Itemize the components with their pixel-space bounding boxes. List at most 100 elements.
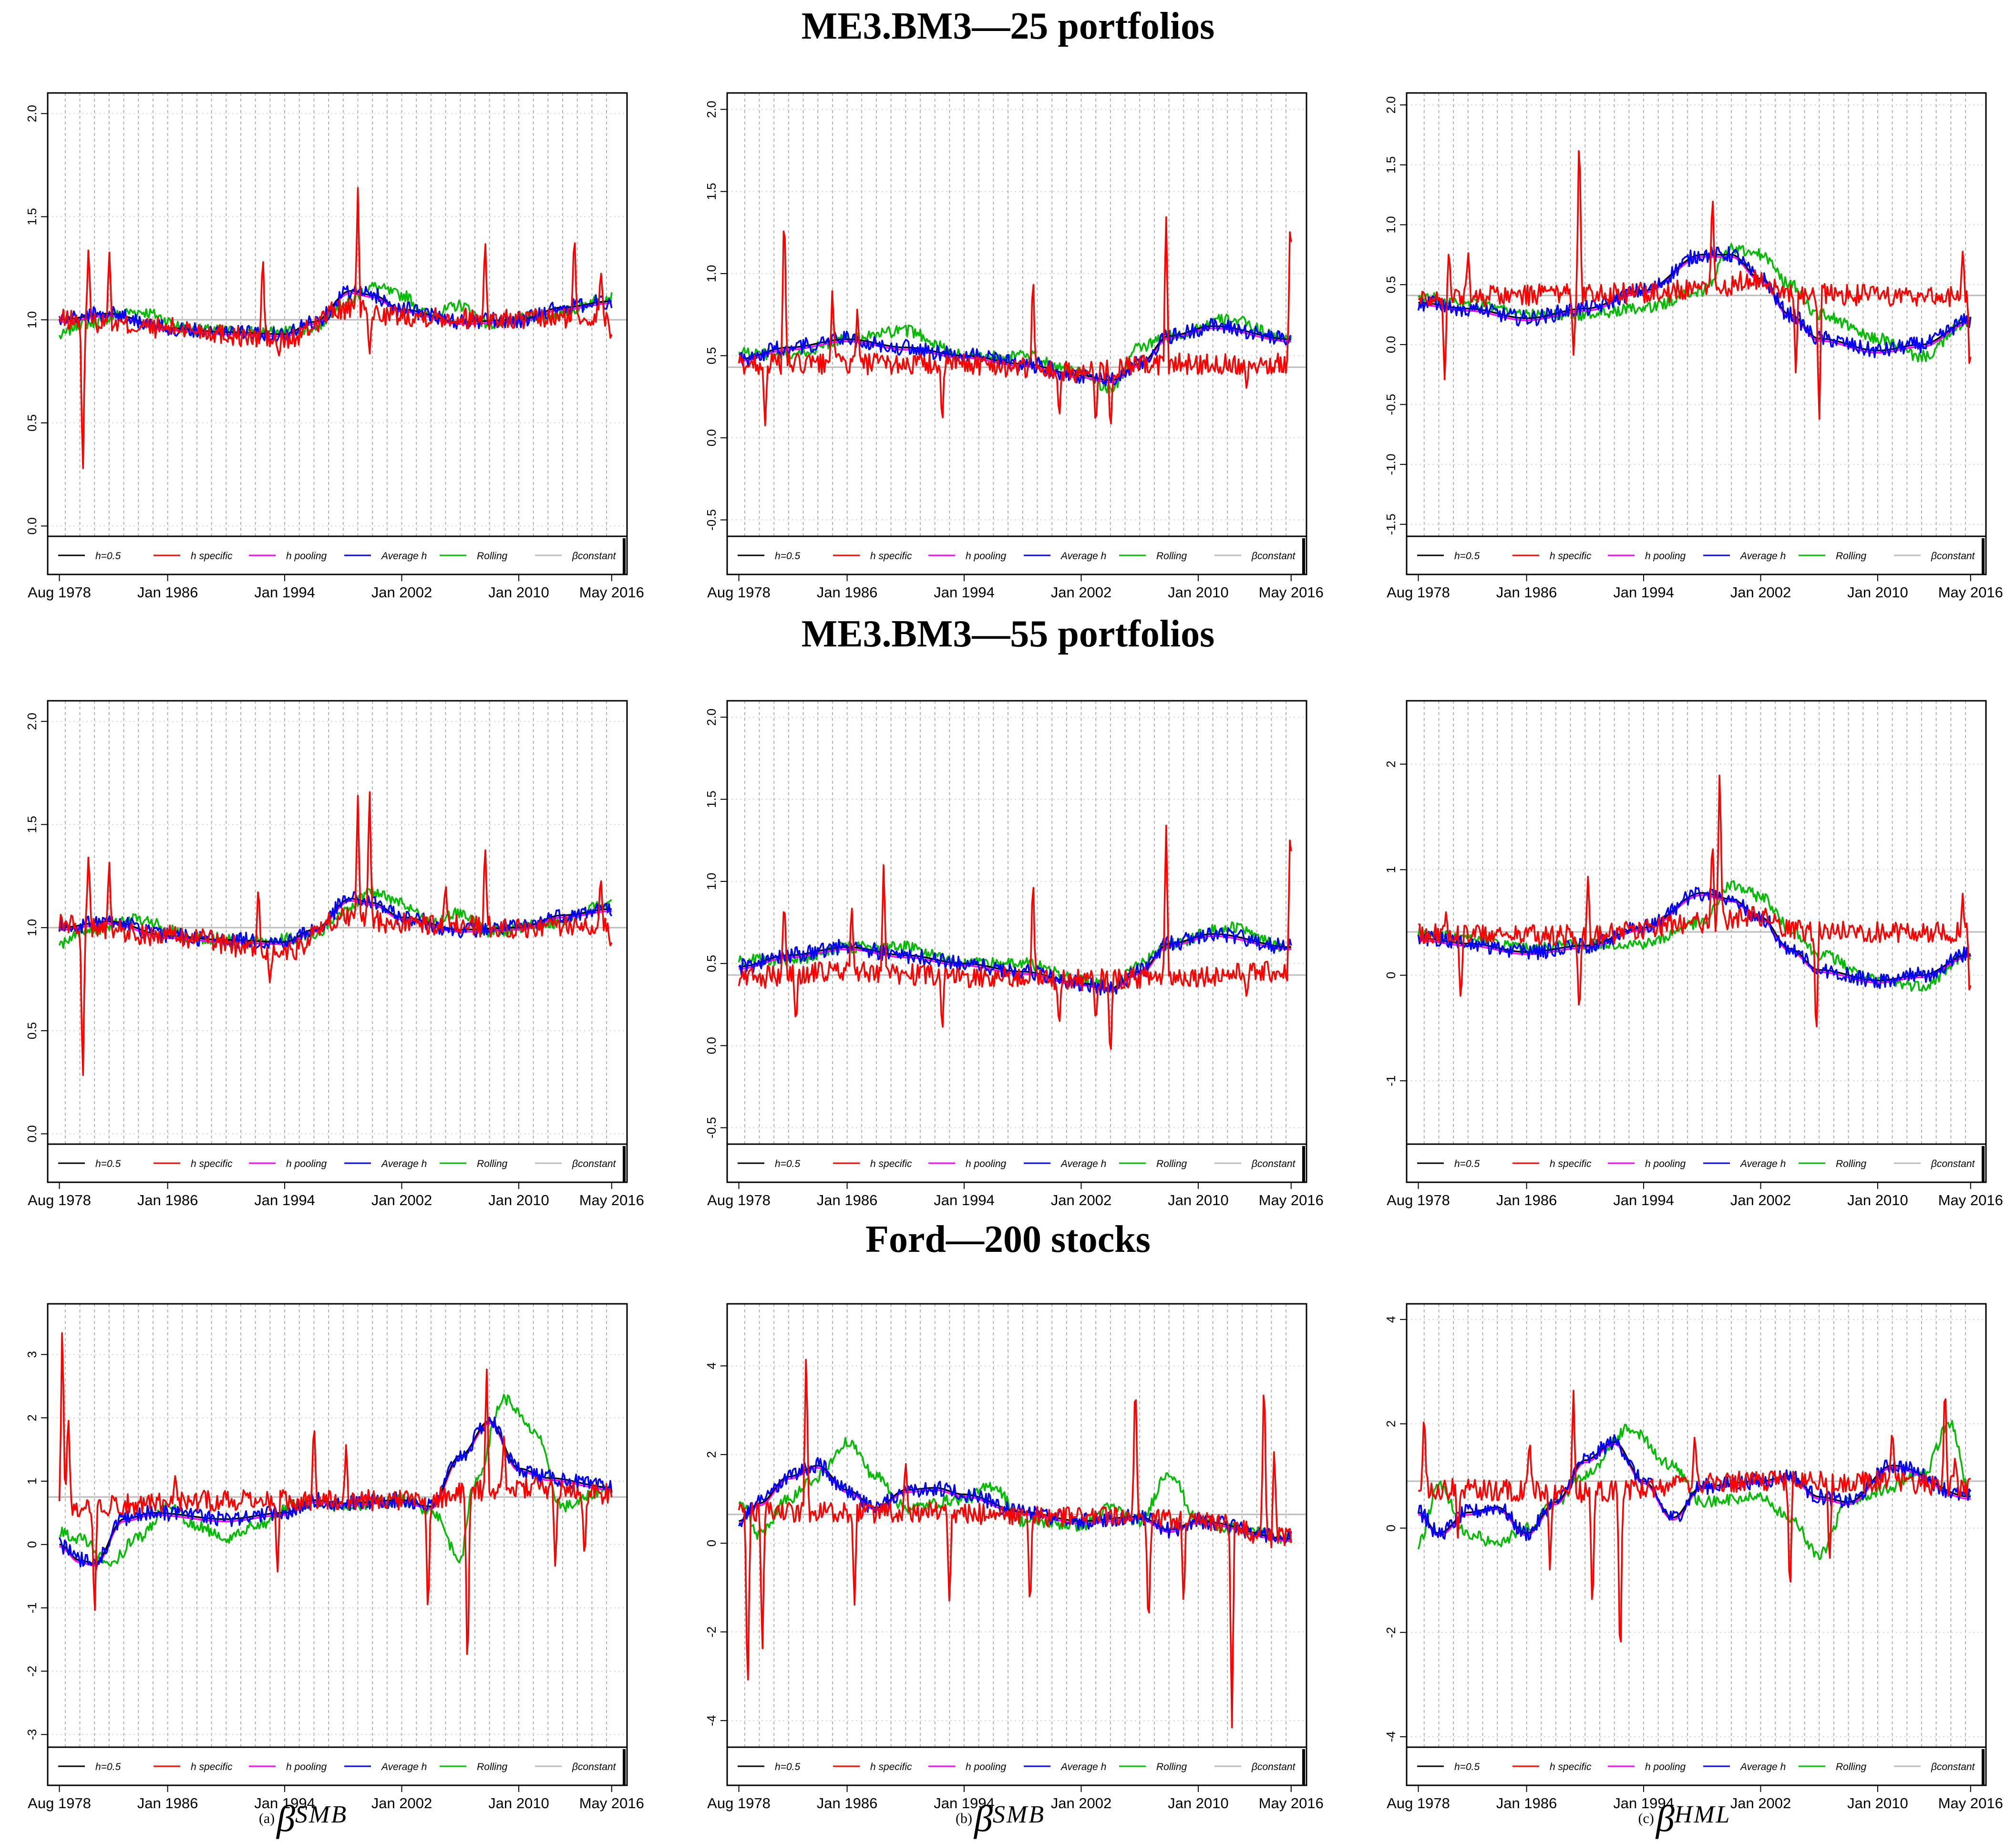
legend-label: βconstant [1931,551,1975,562]
y-tick-label: 1.5 [704,791,719,808]
y-tick-label: -1 [25,1602,39,1613]
legend-box [1406,535,1987,575]
series-h-specific [738,824,1292,1050]
legend-label: h=0.5 [775,1761,800,1772]
y-tick-label: 0.0 [1384,336,1398,353]
legend-label: βconstant [572,551,617,562]
legend-label: h pooling [1645,1761,1686,1772]
x-tick-label: Jan 2010 [488,1795,549,1812]
y-tick-label: -2 [704,1627,719,1638]
y-tick-label: -1 [1384,1075,1398,1086]
y-tick-label: 1 [1384,866,1398,873]
legend-label: Average h [1739,1761,1786,1772]
x-tick-label: Jan 2002 [1730,1192,1791,1208]
series-group [48,187,627,470]
plot-frame [726,1303,1307,1786]
series-average-h [1417,886,1972,989]
x-tick-label: Jan 1994 [934,584,995,601]
series-average-h [1417,1434,1972,1541]
legend-label: Rolling [1156,1158,1187,1169]
y-tick-label: 2.0 [704,708,719,726]
y-tick-label: -4 [1384,1731,1398,1742]
y-tick-label: 0 [1384,972,1398,978]
series-group [1407,774,1986,1028]
series-group [727,216,1306,427]
y-tick-label: 0.0 [25,1125,39,1142]
x-tick-label: Jan 1986 [817,1795,878,1812]
x-tick-label: Jan 2010 [1168,584,1229,601]
y-tick-label: 2.0 [1384,96,1398,113]
legend-box [1406,1143,1987,1183]
legend-label: h pooling [286,1158,327,1169]
legend-label: Average h [1060,551,1106,562]
plot-frame [47,92,628,575]
series-average-h [58,891,613,951]
plot-frame [726,700,1307,1183]
legend-label: βconstant [1931,1158,1975,1169]
y-tick-label: 0 [25,1541,39,1548]
x-tick-label: May 2016 [1259,1795,1324,1812]
legend-label: h specific [870,1158,912,1169]
legend: h=0.5 h specific h pooling Average h Rolling… [47,1143,628,1183]
x-tick-label: May 2016 [579,1192,644,1208]
legend-label: h=0.5 [1454,551,1480,562]
chart-panel-1: 0.0 0.5 1.0 1.5 2.0 h=0.5 h specific h pooling A… [25,92,644,601]
x-tick-label: Aug 1978 [707,1192,771,1208]
legend-label: Average h [381,1761,427,1772]
x-tick-label: May 2016 [579,1795,644,1812]
section-title-25: ME3.BM3—25 portfolios [801,5,1215,47]
legend-label: h specific [1550,551,1592,562]
legend-label: h pooling [966,1761,1007,1772]
y-tick-label: 1.5 [704,183,719,200]
legend-label: βconstant [1251,551,1296,562]
y-tick-label: 1.0 [704,873,719,890]
y-tick-label: 0.5 [1384,276,1398,293]
legend-label: Rolling [477,1761,508,1772]
vertical-gridlines [744,93,1287,536]
legend-label: βconstant [1251,1761,1296,1772]
y-tick-label: -1.5 [1384,513,1398,535]
legend-label: h pooling [966,1158,1007,1169]
x-tick-label: Aug 1978 [28,1795,91,1812]
x-tick-label: Jan 2002 [1730,1795,1791,1812]
legend-label: Average h [381,1158,427,1169]
y-tick-label: 1.5 [25,208,39,225]
x-tick-label: Jan 1994 [934,1795,995,1812]
x-tick-label: Jan 2010 [1168,1795,1229,1812]
legend-label: h pooling [286,1761,327,1772]
legend: h=0.5 h specific h pooling Average h Rolling… [1406,535,1987,575]
legend-label: h pooling [286,551,327,562]
legend: h=0.5 h specific h pooling Average h Rolling… [726,1746,1307,1786]
x-tick-label: Jan 2002 [1730,584,1791,601]
x-tick-label: Jan 2002 [371,1795,432,1812]
x-tick-label: Jan 1986 [137,1192,198,1208]
series-h-specific [1418,1390,1971,1643]
series-average-h [738,927,1292,996]
caption-c: (c) βHML [1638,1798,1731,1839]
series-h-specific [58,791,613,1076]
y-tick-label: 2.0 [25,713,39,730]
legend-label: h=0.5 [95,551,121,562]
legend-label: h specific [870,1761,912,1772]
x-tick-label: Jan 1986 [137,1795,198,1812]
y-tick-label: -4 [704,1715,719,1726]
legend-label: Rolling [477,551,508,562]
x-tick-label: Aug 1978 [28,584,91,601]
series-rolling [1418,243,1972,363]
series-group [727,1359,1306,1729]
series-group [727,824,1306,1050]
y-tick-label: -3 [25,1729,39,1740]
x-tick-label: May 2016 [1938,584,2003,601]
y-tick-label: 0.0 [704,429,719,446]
series-h-specific [738,216,1292,427]
y-tick-label: -0.5 [704,1117,719,1138]
legend-label: βconstant [572,1158,617,1169]
y-tick-label: 4 [704,1362,719,1369]
chart-panel-5: -0.5 0.0 0.5 1.0 1.5 2.0 h=0.5 h specific h pool… [704,700,1324,1208]
x-tick-label: Jan 2010 [1168,1192,1229,1208]
legend-label: Rolling [1836,551,1867,562]
legend-box [726,1143,1307,1183]
chart-panel-9: -4 -2 0 2 4 h=0.5 h specific h pooling Average h… [1384,1303,2003,1812]
plot-frame [1406,700,1987,1183]
legend-label: βconstant [1931,1761,1975,1772]
